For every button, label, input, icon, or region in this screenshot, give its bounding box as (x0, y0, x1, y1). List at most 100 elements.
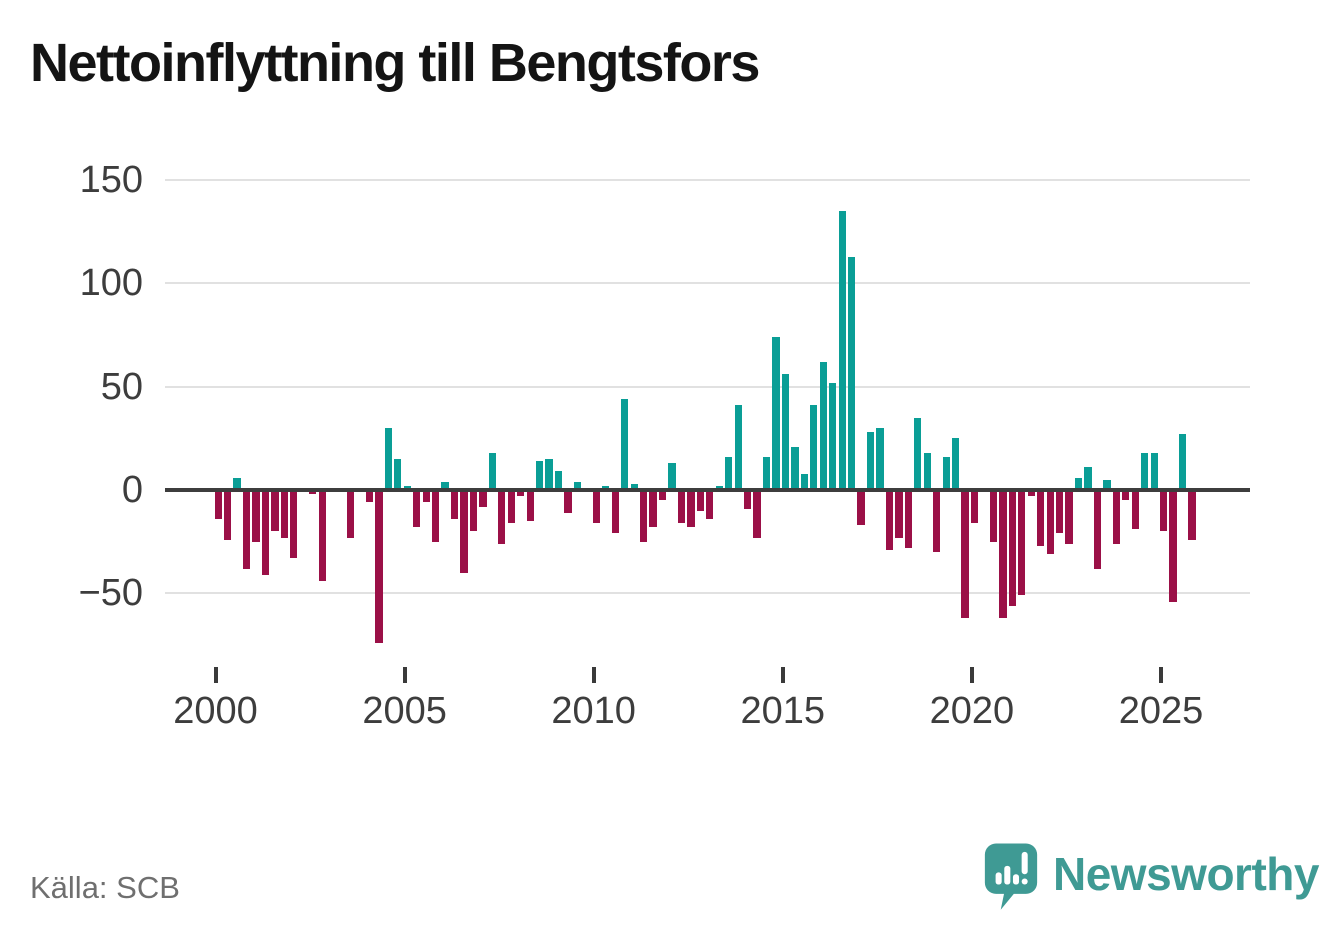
bar-2009Q2 (564, 490, 572, 513)
x-axis-label-2015: 2015 (740, 690, 826, 732)
bar-2016Q1 (819, 361, 827, 490)
bar-2014Q3 (762, 456, 771, 490)
bar-2019Q3 (951, 438, 960, 490)
bar-2024Q2 (1131, 490, 1139, 530)
bar-2005Q3 (422, 490, 430, 503)
bar-2017Q2 (866, 432, 875, 490)
bar-2001Q1 (252, 490, 260, 542)
bar-2001Q4 (280, 490, 288, 538)
bar-2011Q4 (658, 490, 667, 501)
zero-axis-line (165, 488, 1250, 492)
bar-2004Q3 (384, 428, 392, 490)
bar-2021Q4 (1037, 490, 1045, 546)
bar-2022Q3 (1065, 490, 1073, 544)
bar-2020Q3 (989, 490, 998, 542)
bar-2011Q3 (649, 490, 657, 528)
bar-2023Q1 (1084, 467, 1092, 490)
bar-2005Q2 (413, 490, 421, 528)
bar-2004Q2 (375, 490, 383, 643)
x-axis-label-2005: 2005 (362, 690, 447, 732)
x-tick-2010 (591, 667, 596, 683)
bar-2006Q2 (450, 490, 459, 519)
bar-2016Q2 (829, 382, 837, 490)
bar-2008Q4 (545, 459, 553, 490)
bar-2000Q1 (214, 490, 222, 519)
bar-2001Q2 (261, 490, 270, 575)
bar-2025Q3 (1178, 434, 1187, 490)
bar-2005Q4 (431, 490, 440, 542)
source-note: Källa: SCB (30, 870, 180, 905)
bar-2013Q2 (715, 485, 723, 490)
newsworthy-logo-icon (984, 843, 1038, 910)
bar-2012Q1 (668, 463, 676, 490)
bar-2017Q1 (857, 490, 865, 526)
bar-2021Q1 (1008, 490, 1017, 606)
gridline-y--50 (165, 592, 1250, 595)
bar-2006Q1 (441, 481, 449, 490)
bar-2023Q2 (1093, 490, 1102, 569)
bar-2018Q1 (895, 490, 903, 538)
bar-2006Q4 (469, 490, 478, 532)
gridline-y-150 (165, 178, 1250, 181)
bar-2002Q1 (290, 490, 298, 559)
bar-2020Q1 (970, 490, 979, 524)
bar-2008Q2 (526, 490, 534, 521)
bar-2024Q3 (1141, 452, 1149, 490)
bar-2015Q4 (810, 405, 818, 490)
y-axis-label-100: 100 (79, 262, 143, 305)
branding: Newsworthy (983, 841, 1319, 915)
bar-2018Q4 (923, 452, 931, 490)
bar-2008Q1 (517, 490, 525, 497)
bar-2019Q1 (933, 490, 941, 552)
bar-2011Q2 (639, 490, 648, 542)
bar-2017Q3 (876, 428, 884, 490)
bar-2004Q1 (365, 490, 374, 503)
bar-2007Q3 (498, 490, 506, 544)
bar-2012Q4 (696, 490, 704, 511)
gridline-y-100 (165, 282, 1250, 285)
x-tick-2000 (213, 667, 218, 683)
bar-2016Q3 (838, 211, 846, 490)
bar-2023Q4 (1112, 490, 1121, 544)
bar-2011Q1 (630, 483, 638, 490)
bar-2016Q4 (847, 256, 856, 490)
bar-2000Q3 (233, 477, 241, 490)
bar-2021Q2 (1018, 490, 1026, 596)
bar-2015Q1 (781, 374, 790, 490)
bar-2007Q1 (479, 490, 487, 507)
bar-2014Q4 (772, 337, 780, 490)
gridline-y-50 (165, 385, 1250, 388)
x-tick-2005 (402, 667, 407, 683)
bar-2004Q4 (394, 459, 402, 490)
bar-2010Q4 (621, 399, 629, 490)
bar-2010Q3 (611, 490, 619, 534)
bar-2013Q1 (706, 490, 714, 519)
bar-2009Q3 (573, 481, 582, 490)
bar-2020Q4 (999, 490, 1007, 619)
bar-2007Q2 (488, 452, 496, 490)
bar-2013Q4 (734, 405, 742, 490)
bar-2018Q2 (904, 490, 913, 548)
bar-2000Q2 (223, 490, 232, 540)
bar-2014Q1 (743, 490, 752, 509)
bar-2025Q1 (1160, 490, 1168, 532)
x-tick-2015 (780, 667, 785, 683)
x-axis-label-2010: 2010 (551, 690, 636, 732)
bar-2017Q4 (885, 490, 894, 550)
bar-2008Q3 (535, 461, 544, 490)
bar-2022Q2 (1055, 490, 1064, 534)
y-axis-label--50: −50 (78, 572, 143, 615)
bar-2010Q1 (592, 490, 600, 524)
x-tick-2020 (969, 667, 974, 683)
bar-2025Q2 (1169, 490, 1177, 602)
y-axis-label-150: 150 (79, 158, 143, 201)
bar-2015Q3 (800, 473, 808, 490)
bar-2009Q1 (554, 471, 563, 490)
bar-2012Q2 (677, 490, 686, 524)
x-tick-2025 (1159, 667, 1163, 683)
bar-2005Q1 (403, 485, 411, 490)
bar-2024Q4 (1150, 452, 1158, 490)
bar-2002Q4 (318, 490, 326, 581)
bar-2024Q1 (1122, 490, 1130, 501)
